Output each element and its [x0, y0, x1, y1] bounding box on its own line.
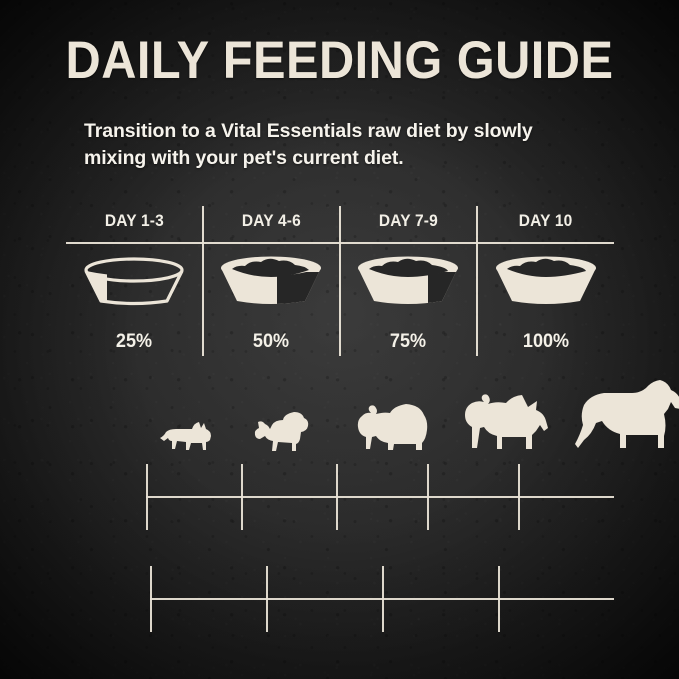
schedule-divider: [202, 206, 204, 356]
dog-size-row: [150, 380, 679, 459]
schedule-divider: [476, 206, 478, 356]
percent-label: 100%: [522, 331, 569, 352]
dog-bowl-icon: [490, 254, 602, 311]
percent-label: 50%: [252, 331, 290, 352]
page-subtitle: Transition to a Vital Essentials raw die…: [84, 120, 533, 169]
day-label: DAY 10: [518, 212, 573, 230]
complete-meal-col-rule: [146, 464, 148, 530]
mixer-table: MIXER 6 - 25 LBS. 26-50 LBS. 51 - 70 LBS…: [0, 563, 679, 635]
day-label: DAY 1-3: [104, 212, 164, 230]
percent-label: 75%: [389, 331, 427, 352]
percent-label: 25%: [115, 331, 153, 352]
dog-silhouette-xlarge-icon: [574, 378, 679, 459]
schedule-column: DAY 7-9: [340, 212, 476, 357]
schedule-column: DAY 1-3: [66, 212, 202, 357]
complete-meal-table: COMPLETE MEAL 6 LBS. 12 LBS. 18 LBS. 25 …: [0, 462, 679, 534]
mixer-col-rule: [382, 566, 384, 632]
complete-meal-col-rule: [241, 464, 243, 530]
schedule-column: DAY 10 100%: [477, 212, 614, 357]
complete-meal-col-rule: [427, 464, 429, 530]
dog-silhouette-medium-icon: [350, 399, 432, 459]
mixer-col-rule: [498, 566, 500, 632]
mixer-col-rule: [150, 566, 152, 632]
page-title: DAILY FEEDING GUIDE: [65, 31, 614, 90]
dog-silhouette-large-icon: [460, 391, 552, 459]
dog-bowl-icon: [352, 254, 464, 311]
day-label: DAY 4-6: [241, 212, 301, 230]
dog-bowl-icon: [215, 254, 327, 311]
day-label: DAY 7-9: [378, 212, 438, 230]
dog-silhouette-small-icon: [247, 409, 313, 459]
transition-schedule: DAY 1-3: [66, 206, 614, 357]
mixer-col-rule: [266, 566, 268, 632]
dog-bowl-icon: [78, 254, 190, 311]
complete-meal-col-rule: [518, 464, 520, 530]
schedule-column: DAY 4-6: [203, 212, 339, 357]
complete-meal-col-rule: [336, 464, 338, 530]
complete-meal-row-rule: [146, 496, 614, 498]
dog-silhouette-xsmall-icon: [158, 416, 214, 459]
schedule-divider: [339, 206, 341, 356]
